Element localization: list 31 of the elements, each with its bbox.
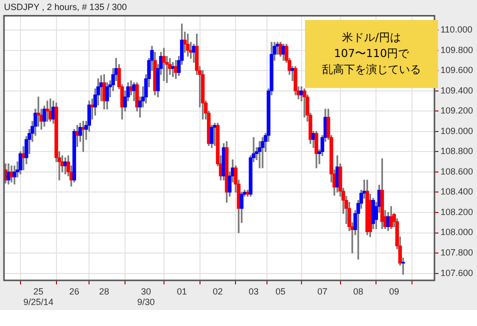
x-tick-label: 07 bbox=[317, 286, 328, 296]
y-tick-label: 108.800 bbox=[440, 146, 474, 156]
y-tick-label: 109.400 bbox=[440, 85, 474, 96]
candlestick bbox=[162, 48, 166, 82]
x-tick-label: 02 bbox=[212, 286, 223, 296]
y-tick-label: 109.000 bbox=[440, 126, 474, 136]
y-tick-label: 108.400 bbox=[440, 186, 474, 197]
y-tick-label: 107.800 bbox=[440, 248, 474, 258]
y-tick-label: 109.200 bbox=[440, 106, 474, 116]
candlestick bbox=[260, 137, 264, 168]
y-tick-label: 107.600 bbox=[440, 268, 474, 278]
chart-title: USDJPY , 2 hours, # 135 / 300 bbox=[4, 2, 127, 12]
x-tick-label: 08 bbox=[353, 286, 364, 296]
y-tick-label: 109.600 bbox=[440, 65, 474, 76]
annotation: 乱高下を演じている bbox=[322, 62, 421, 78]
x-tick-label: 09 bbox=[389, 286, 400, 296]
y-tick-label: 110.000 bbox=[440, 24, 472, 34]
x-tick-label: 26 bbox=[69, 286, 80, 296]
annotation: 107〜110円で bbox=[334, 46, 409, 62]
y-tick-label: 109.800 bbox=[440, 44, 474, 55]
y-tick-label: 108.200 bbox=[440, 206, 474, 217]
y-tick-label: 108.000 bbox=[440, 227, 474, 238]
x-tick-label: 01 bbox=[176, 286, 187, 296]
x-tick-label: 30 9/30 bbox=[137, 286, 155, 308]
x-tick-label: 28 bbox=[99, 286, 110, 296]
x-tick-label: 03 bbox=[248, 286, 259, 296]
y-tick-label: 108.600 bbox=[440, 166, 474, 176]
candlestick bbox=[302, 88, 306, 118]
annotation: 米ドル/円は bbox=[342, 30, 401, 46]
x-tick-label: 25 9/25/14 bbox=[23, 286, 54, 308]
x-tick-label: 05 bbox=[276, 286, 286, 296]
